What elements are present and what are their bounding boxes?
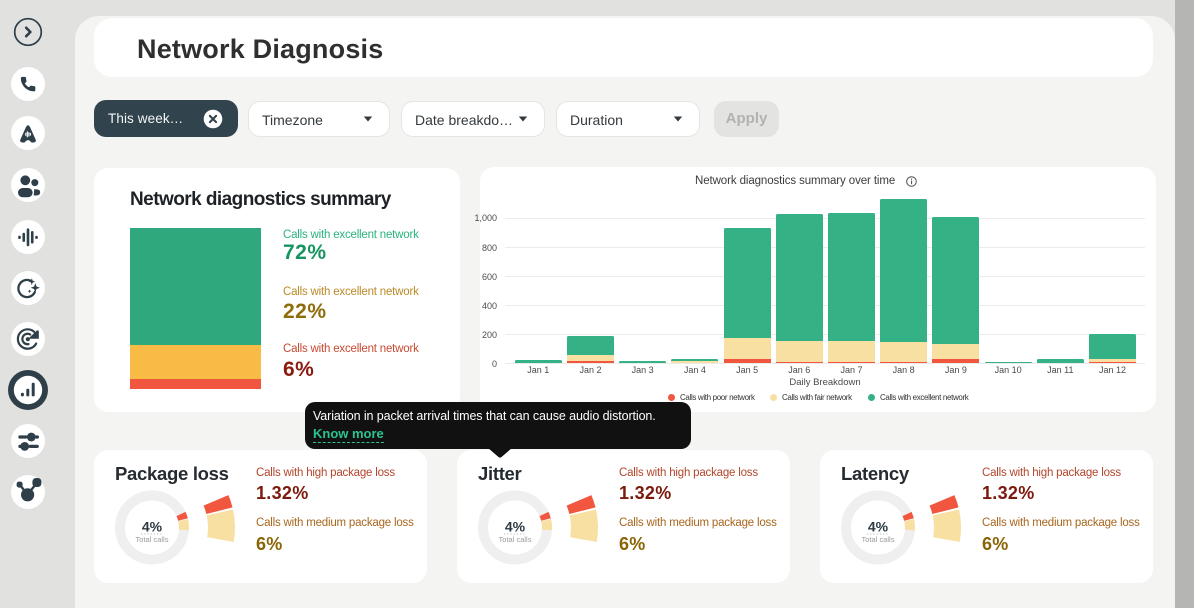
svg-text:4%: 4% xyxy=(142,519,163,535)
svg-text:4%: 4% xyxy=(868,519,889,535)
svg-text:Total calls: Total calls xyxy=(862,535,895,544)
svg-text:Total calls: Total calls xyxy=(499,535,532,544)
svg-text:4%: 4% xyxy=(505,519,526,535)
svg-text:Total calls: Total calls xyxy=(136,535,169,544)
